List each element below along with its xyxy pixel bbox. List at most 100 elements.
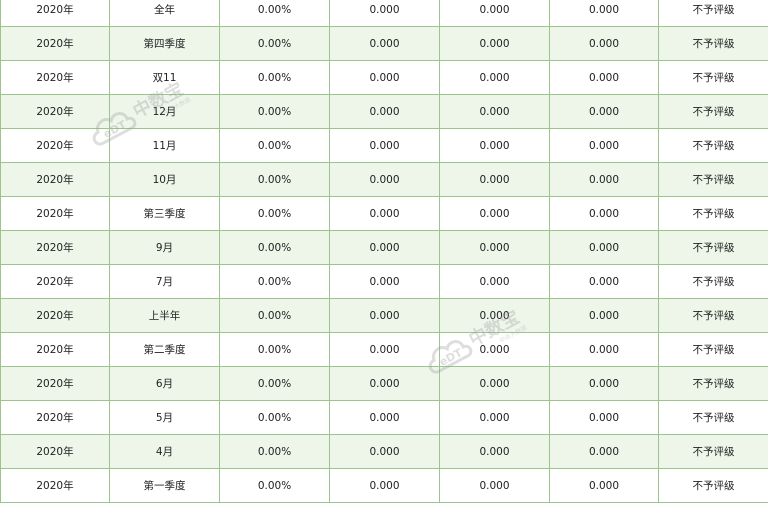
table-row: 2020年 7月 0.00% 0.000 0.000 0.000 不予评级 bbox=[0, 264, 768, 299]
table-cell: 0.00% bbox=[219, 298, 330, 333]
table-cell: 0.000 bbox=[549, 60, 659, 95]
table-cell: 0.00% bbox=[219, 0, 330, 27]
table-row: 2020年 4月 0.00% 0.000 0.000 0.000 不予评级 bbox=[0, 434, 768, 469]
table-row: 2020年 第四季度 0.00% 0.000 0.000 0.000 不予评级 bbox=[0, 26, 768, 61]
table-cell: 2020年 bbox=[0, 264, 110, 299]
table-cell: 0.00% bbox=[219, 162, 330, 197]
table-cell: 0.000 bbox=[439, 162, 550, 197]
table-cell: 0.00% bbox=[219, 230, 330, 265]
table-row: 2020年 第一季度 0.00% 0.000 0.000 0.000 不予评级 bbox=[0, 468, 768, 503]
table-cell: 2020年 bbox=[0, 196, 110, 231]
table-cell: 0.000 bbox=[329, 162, 440, 197]
table-cell: 0.000 bbox=[439, 298, 550, 333]
table-cell: 不予评级 bbox=[658, 60, 768, 95]
table-cell: 0.00% bbox=[219, 264, 330, 299]
table-row: 2020年 10月 0.00% 0.000 0.000 0.000 不予评级 bbox=[0, 162, 768, 197]
table-cell: 11月 bbox=[109, 128, 220, 163]
table-cell: 2020年 bbox=[0, 0, 110, 27]
table-cell: 不予评级 bbox=[658, 162, 768, 197]
table-cell: 0.00% bbox=[219, 434, 330, 469]
table-row: 2020年 第三季度 0.00% 0.000 0.000 0.000 不予评级 bbox=[0, 196, 768, 231]
table-cell: 5月 bbox=[109, 400, 220, 435]
table-cell: 0.000 bbox=[549, 468, 659, 503]
table-cell: 不予评级 bbox=[658, 298, 768, 333]
table-cell: 2020年 bbox=[0, 400, 110, 435]
table-row: 2020年 5月 0.00% 0.000 0.000 0.000 不予评级 bbox=[0, 400, 768, 435]
table-row: 2020年 上半年 0.00% 0.000 0.000 0.000 不予评级 bbox=[0, 298, 768, 333]
table-cell: 0.000 bbox=[439, 332, 550, 367]
table-cell: 6月 bbox=[109, 366, 220, 401]
table-cell: 0.000 bbox=[549, 332, 659, 367]
table-cell: 2020年 bbox=[0, 366, 110, 401]
table-cell: 0.000 bbox=[549, 366, 659, 401]
table-cell: 4月 bbox=[109, 434, 220, 469]
table-cell: 全年 bbox=[109, 0, 220, 27]
table-cell: 0.000 bbox=[439, 230, 550, 265]
table-cell: 2020年 bbox=[0, 94, 110, 129]
table-cell: 上半年 bbox=[109, 298, 220, 333]
table-cell: 0.000 bbox=[329, 26, 440, 61]
table-cell: 0.000 bbox=[549, 128, 659, 163]
table-cell: 不予评级 bbox=[658, 230, 768, 265]
table-cell: 0.000 bbox=[439, 94, 550, 129]
table-cell: 2020年 bbox=[0, 26, 110, 61]
table-cell: 不予评级 bbox=[658, 0, 768, 27]
table-cell: 0.000 bbox=[439, 264, 550, 299]
table-cell: 9月 bbox=[109, 230, 220, 265]
table-cell: 不予评级 bbox=[658, 332, 768, 367]
table-cell: 0.000 bbox=[549, 94, 659, 129]
table-cell: 不予评级 bbox=[658, 434, 768, 469]
table-cell: 0.000 bbox=[549, 434, 659, 469]
table-cell: 0.000 bbox=[439, 400, 550, 435]
table-cell: 第四季度 bbox=[109, 26, 220, 61]
table-cell: 0.000 bbox=[329, 94, 440, 129]
table-row: 2020年 11月 0.00% 0.000 0.000 0.000 不予评级 bbox=[0, 128, 768, 163]
table-cell: 不予评级 bbox=[658, 468, 768, 503]
table-cell: 0.000 bbox=[439, 0, 550, 27]
table-cell: 不予评级 bbox=[658, 94, 768, 129]
table-cell: 双11 bbox=[109, 60, 220, 95]
table-cell: 0.000 bbox=[329, 264, 440, 299]
table-cell: 0.000 bbox=[549, 196, 659, 231]
table-cell: 12月 bbox=[109, 94, 220, 129]
table-cell: 2020年 bbox=[0, 60, 110, 95]
table-cell: 0.000 bbox=[329, 332, 440, 367]
table-cell: 0.000 bbox=[439, 366, 550, 401]
table-cell: 0.00% bbox=[219, 366, 330, 401]
table-row: 2020年 6月 0.00% 0.000 0.000 0.000 不予评级 bbox=[0, 366, 768, 401]
table-cell: 0.000 bbox=[549, 264, 659, 299]
table-cell: 0.00% bbox=[219, 60, 330, 95]
table-cell: 2020年 bbox=[0, 434, 110, 469]
table-cell: 0.000 bbox=[329, 366, 440, 401]
table-cell: 0.000 bbox=[549, 400, 659, 435]
table-cell: 0.000 bbox=[329, 468, 440, 503]
table-cell: 0.000 bbox=[329, 60, 440, 95]
table-cell: 第一季度 bbox=[109, 468, 220, 503]
table-cell: 不予评级 bbox=[658, 26, 768, 61]
table-cell: 0.000 bbox=[329, 400, 440, 435]
table-cell: 0.00% bbox=[219, 26, 330, 61]
table-cell: 2020年 bbox=[0, 230, 110, 265]
table-cell: 不予评级 bbox=[658, 128, 768, 163]
table-cell: 0.000 bbox=[439, 434, 550, 469]
table-row: 2020年 双11 0.00% 0.000 0.000 0.000 不予评级 bbox=[0, 60, 768, 95]
table-cell: 0.000 bbox=[439, 468, 550, 503]
table-cell: 0.000 bbox=[549, 162, 659, 197]
table-cell: 2020年 bbox=[0, 332, 110, 367]
table-cell: 2020年 bbox=[0, 298, 110, 333]
table-cell: 2020年 bbox=[0, 468, 110, 503]
table-cell: 0.00% bbox=[219, 400, 330, 435]
table-cell: 0.000 bbox=[329, 128, 440, 163]
table-cell: 0.000 bbox=[549, 298, 659, 333]
table-cell: 0.000 bbox=[439, 26, 550, 61]
table-row: 2020年 9月 0.00% 0.000 0.000 0.000 不予评级 bbox=[0, 230, 768, 265]
table-cell: 0.000 bbox=[329, 196, 440, 231]
table-cell: 不予评级 bbox=[658, 400, 768, 435]
table-cell: 0.00% bbox=[219, 128, 330, 163]
table-cell: 10月 bbox=[109, 162, 220, 197]
table-cell: 第三季度 bbox=[109, 196, 220, 231]
table-cell: 0.000 bbox=[549, 0, 659, 27]
table-cell: 0.000 bbox=[439, 60, 550, 95]
